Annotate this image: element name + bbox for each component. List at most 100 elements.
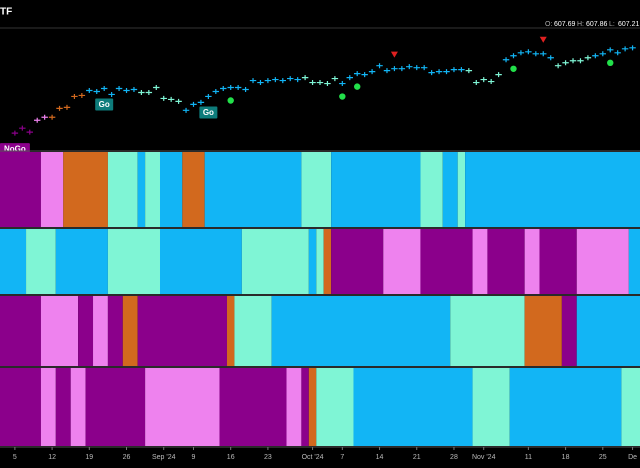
band-segment	[576, 229, 629, 294]
x-tick-label: 26	[123, 454, 131, 461]
x-tick-label: 12	[48, 454, 56, 461]
band-segment	[561, 296, 577, 366]
band-segment	[301, 368, 309, 446]
x-tick-label: 21	[413, 454, 421, 461]
price-bar	[249, 78, 257, 84]
price-bar	[26, 129, 33, 135]
band-segment	[0, 152, 41, 227]
signal-dot	[510, 65, 517, 72]
price-bar	[339, 81, 346, 87]
price-bar	[63, 104, 71, 110]
band-segment	[524, 296, 562, 366]
price-bar	[212, 88, 220, 94]
price-bar	[502, 57, 510, 63]
price-bar	[71, 93, 78, 99]
ohlc-label: O:	[545, 21, 552, 28]
band-segment	[323, 229, 332, 294]
signal-dot	[227, 97, 234, 104]
price-bar	[584, 55, 592, 61]
price-bar	[577, 58, 584, 64]
price-bar	[621, 46, 629, 52]
price-bar	[435, 69, 443, 75]
price-bar	[465, 68, 473, 74]
price-bar	[413, 65, 420, 71]
band-segment	[621, 368, 640, 446]
price-bar	[56, 105, 63, 111]
x-tick-label: De	[628, 454, 637, 461]
price-bar	[510, 53, 517, 59]
band-segment	[0, 368, 41, 446]
x-tick-label: Nov '24	[472, 454, 496, 461]
band-segment	[465, 152, 640, 227]
price-bar	[592, 53, 599, 59]
band-segment	[0, 296, 41, 366]
band-segment	[93, 296, 108, 366]
price-bar	[130, 86, 138, 92]
band-segment	[301, 152, 332, 227]
price-bar	[629, 45, 636, 51]
band-segment	[524, 229, 540, 294]
x-tick-label: Sep '24	[152, 454, 176, 461]
band-segment	[40, 152, 64, 227]
price-bar	[182, 107, 190, 113]
price-bar	[607, 47, 614, 53]
price-bar	[257, 80, 264, 86]
price-bar	[227, 85, 234, 91]
x-tick-label: 28	[450, 454, 458, 461]
band-segment	[234, 296, 272, 366]
band-segment	[472, 229, 488, 294]
band-segment	[539, 229, 577, 294]
signal-dot	[607, 59, 614, 67]
band-segment	[204, 152, 302, 227]
x-tick-label: 23	[264, 454, 272, 461]
price-bar	[108, 91, 115, 97]
price-bar	[309, 80, 316, 86]
band-segment	[70, 368, 86, 446]
price-bar	[569, 58, 577, 64]
band-segment	[107, 296, 123, 366]
price-bar	[41, 114, 48, 120]
annotation-label: Go	[203, 108, 214, 117]
band-segment	[442, 152, 458, 227]
band-segment	[353, 368, 473, 446]
x-tick-label: 16	[227, 454, 235, 461]
price-bar	[220, 86, 227, 92]
price-bar	[562, 60, 569, 66]
price-bar	[279, 78, 287, 84]
price-bar	[525, 49, 532, 55]
band-segment	[219, 368, 287, 446]
band-segment	[450, 296, 525, 366]
chart-title: TF	[0, 7, 12, 18]
band-segment	[383, 229, 421, 294]
price-bar	[391, 66, 398, 72]
band-segment	[420, 229, 473, 294]
price-bar	[398, 66, 406, 72]
x-tick-label: 11	[525, 454, 532, 461]
price-bar	[197, 99, 205, 105]
x-tick-label: Oct '24	[302, 454, 324, 461]
price-bar	[78, 92, 86, 98]
band-segment	[286, 368, 302, 446]
price-bar	[324, 81, 331, 87]
band-segment	[271, 296, 451, 366]
band-segment	[78, 296, 94, 366]
band-segment	[241, 229, 309, 294]
price-bar	[346, 75, 353, 81]
band-segment	[308, 229, 317, 294]
band-segment	[137, 296, 227, 366]
price-bar	[287, 76, 294, 82]
band-segment	[55, 368, 71, 446]
band-segment	[308, 368, 317, 446]
price-bar	[234, 85, 242, 91]
price-bar	[353, 71, 361, 77]
band-segment	[145, 368, 220, 446]
price-bar	[376, 63, 383, 69]
x-tick-label: 14	[376, 454, 384, 461]
band-segment	[107, 229, 160, 294]
price-bar	[272, 77, 279, 83]
price-bar	[86, 87, 93, 93]
price-bar	[480, 77, 487, 83]
price-bar	[443, 69, 450, 75]
ohlc-value: 607.21	[618, 21, 640, 28]
